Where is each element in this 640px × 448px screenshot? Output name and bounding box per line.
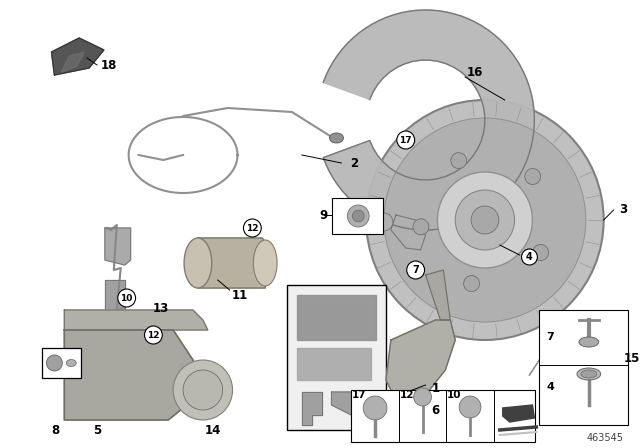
Polygon shape — [61, 52, 84, 72]
Polygon shape — [105, 280, 125, 350]
Text: 16: 16 — [467, 65, 483, 78]
Polygon shape — [332, 392, 371, 415]
Ellipse shape — [577, 368, 601, 380]
Circle shape — [243, 219, 261, 237]
Polygon shape — [105, 228, 131, 265]
Circle shape — [463, 276, 479, 292]
Polygon shape — [426, 270, 451, 320]
FancyBboxPatch shape — [287, 285, 386, 430]
Circle shape — [525, 168, 541, 185]
Text: 12: 12 — [399, 390, 414, 400]
Text: 7: 7 — [547, 332, 554, 342]
Circle shape — [348, 205, 369, 227]
Polygon shape — [51, 38, 104, 75]
FancyBboxPatch shape — [42, 348, 81, 378]
Polygon shape — [198, 238, 267, 288]
Text: 1: 1 — [431, 382, 440, 395]
Circle shape — [455, 190, 515, 250]
Text: 11: 11 — [232, 289, 248, 302]
Circle shape — [459, 396, 481, 418]
Circle shape — [437, 172, 532, 268]
Ellipse shape — [330, 133, 344, 143]
Text: 18: 18 — [100, 59, 117, 72]
Circle shape — [173, 360, 232, 420]
Text: 8: 8 — [51, 423, 60, 436]
Circle shape — [118, 289, 136, 307]
Circle shape — [471, 206, 499, 234]
Text: 12: 12 — [147, 331, 159, 340]
Text: 6: 6 — [431, 404, 440, 417]
FancyBboxPatch shape — [351, 390, 536, 442]
Circle shape — [413, 388, 431, 406]
Text: 17: 17 — [352, 390, 367, 400]
Circle shape — [413, 219, 429, 235]
Ellipse shape — [67, 359, 76, 366]
Polygon shape — [65, 330, 198, 420]
Text: 13: 13 — [152, 302, 168, 314]
Circle shape — [532, 245, 548, 260]
Polygon shape — [391, 215, 426, 250]
Circle shape — [352, 210, 364, 222]
Text: 14: 14 — [205, 423, 221, 436]
Circle shape — [183, 370, 223, 410]
Ellipse shape — [253, 240, 277, 286]
Circle shape — [451, 153, 467, 168]
Polygon shape — [323, 10, 534, 230]
Circle shape — [363, 396, 387, 420]
Polygon shape — [386, 320, 455, 400]
Text: 7: 7 — [412, 265, 419, 275]
Polygon shape — [65, 310, 208, 330]
Text: 12: 12 — [246, 224, 259, 233]
Text: 463545: 463545 — [586, 433, 623, 443]
Polygon shape — [302, 392, 322, 425]
Ellipse shape — [579, 337, 599, 347]
Text: 4: 4 — [526, 252, 533, 262]
Polygon shape — [297, 295, 376, 340]
Text: 10: 10 — [447, 390, 461, 400]
Circle shape — [375, 213, 393, 231]
Text: 5: 5 — [93, 423, 101, 436]
Text: 15: 15 — [623, 352, 639, 365]
Circle shape — [397, 131, 415, 149]
Text: 10: 10 — [120, 293, 133, 302]
Circle shape — [47, 355, 62, 371]
Text: 3: 3 — [620, 202, 628, 215]
Circle shape — [366, 100, 604, 340]
Polygon shape — [554, 330, 623, 375]
FancyBboxPatch shape — [540, 310, 628, 425]
Ellipse shape — [184, 238, 212, 288]
Polygon shape — [503, 405, 534, 422]
Text: 17: 17 — [399, 135, 412, 145]
Ellipse shape — [581, 370, 596, 378]
Text: 9: 9 — [319, 208, 328, 221]
Text: 4: 4 — [547, 382, 554, 392]
Circle shape — [522, 249, 538, 265]
Text: 2: 2 — [350, 156, 358, 169]
Circle shape — [384, 118, 586, 322]
Circle shape — [145, 326, 163, 344]
FancyBboxPatch shape — [332, 198, 383, 234]
Circle shape — [407, 261, 424, 279]
Polygon shape — [297, 348, 371, 380]
